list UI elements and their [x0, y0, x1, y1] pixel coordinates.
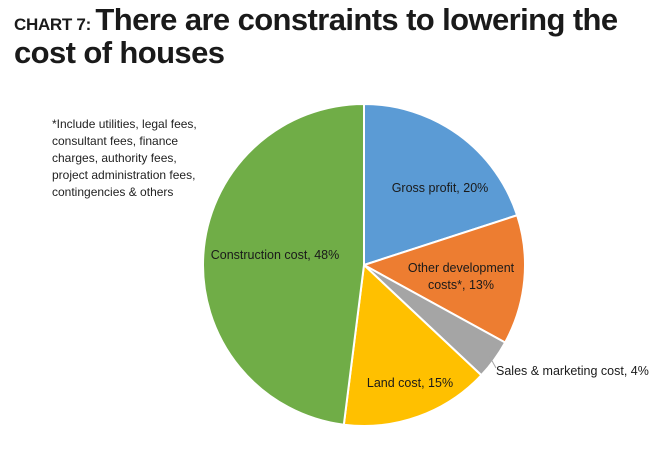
pie-slice-gross-profit — [363, 102, 519, 267]
slice-label-construction-cost: Construction cost, 48% — [211, 248, 340, 262]
leader-line-sales-marketing — [488, 355, 497, 369]
slice-label-land-cost: Land cost, 15% — [367, 376, 453, 390]
chart-number-label: CHART 7: — [14, 15, 91, 34]
footnote: *Include utilities, legal fees, consulta… — [52, 117, 197, 199]
title-block: CHART 7: There are constraints to loweri… — [14, 2, 654, 70]
pie-slice-land-cost — [342, 262, 483, 427]
pie-labels: Gross profit, 20% Other development costs*… — [211, 181, 649, 390]
chart-title: There are constraints to lowering the co… — [14, 2, 618, 70]
slice-label-sales-marketing-cost: Sales & marketing cost, 4% — [496, 364, 649, 378]
slice-label-other-development-costs: Other development costs*, 13% — [408, 261, 515, 292]
slice-label-gross-profit: Gross profit, 20% — [392, 181, 489, 195]
pie-slices — [202, 102, 527, 427]
pie-slice-other-development-costs — [361, 213, 527, 344]
pie-slice-construction-cost — [202, 102, 365, 426]
